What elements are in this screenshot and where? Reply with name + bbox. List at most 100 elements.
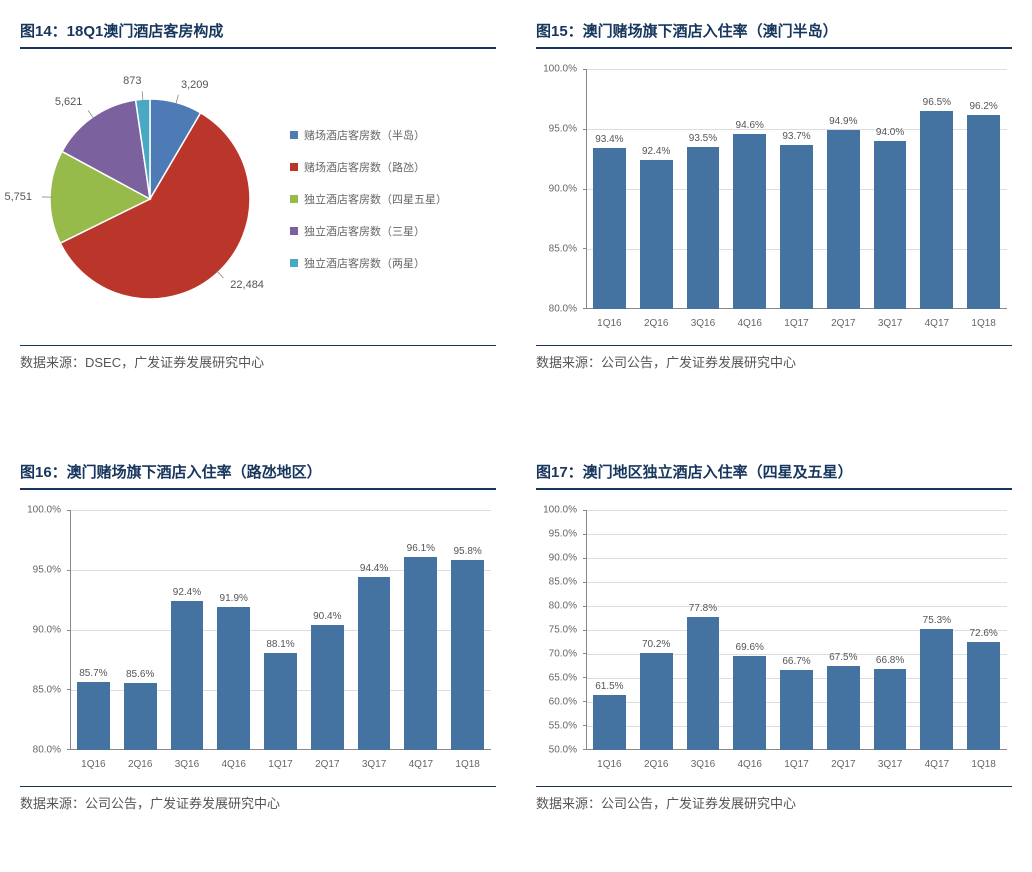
x-tick-label: 4Q17: [913, 759, 960, 770]
y-tick-label: 95.0%: [536, 529, 581, 540]
bar: 93.5%: [687, 147, 720, 309]
bar: 77.8%: [687, 617, 720, 750]
legend-label: 独立酒店客房数（三星）: [304, 223, 425, 239]
chart-grid: 图14：18Q1澳门酒店客房构成 3,20922,4845,7515,62187…: [20, 20, 1012, 812]
bar-value-label: 66.8%: [876, 655, 904, 666]
bar: 96.1%: [404, 557, 437, 750]
bar-value-label: 95.8%: [453, 546, 481, 557]
legend-swatch: [290, 131, 298, 139]
y-tick-label: 55.0%: [536, 721, 581, 732]
x-tick-label: 1Q16: [586, 318, 633, 329]
x-tick-label: 4Q16: [210, 759, 257, 770]
pie-value-label: 5,621: [55, 96, 83, 108]
bar-value-label: 75.3%: [923, 615, 951, 626]
x-tick-label: 4Q16: [726, 759, 773, 770]
x-tick-label: 2Q16: [117, 759, 164, 770]
bar-value-label: 93.4%: [595, 134, 623, 145]
bar-value-label: 96.1%: [407, 543, 435, 554]
panel-title: 图17：澳门地区独立酒店入住率（四星及五星）: [536, 461, 1012, 490]
x-tick-label: 4Q17: [397, 759, 444, 770]
y-tick-label: 95.0%: [536, 124, 581, 135]
legend-item: 独立酒店客房数（三星）: [290, 223, 447, 239]
bar-value-label: 90.4%: [313, 611, 341, 622]
x-tick-label: 1Q17: [773, 759, 820, 770]
bar-value-label: 85.6%: [126, 669, 154, 680]
x-tick-label: 1Q17: [773, 318, 820, 329]
panel-title: 图16：澳门赌场旗下酒店入住率（路氹地区）: [20, 461, 496, 490]
y-tick-label: 100.0%: [536, 64, 581, 75]
x-tick-label: 2Q17: [820, 759, 867, 770]
bar: 94.6%: [733, 134, 766, 309]
bar-value-label: 94.4%: [360, 563, 388, 574]
bar: 90.4%: [311, 625, 344, 750]
y-tick-label: 75.0%: [536, 625, 581, 636]
y-tick-label: 90.0%: [536, 553, 581, 564]
legend-swatch: [290, 259, 298, 267]
bar: 66.7%: [780, 670, 813, 750]
panel-bar2: 图16：澳门赌场旗下酒店入住率（路氹地区） 80.0% 85.0% 90.0% 95.…: [20, 461, 496, 812]
bar: 85.6%: [124, 683, 157, 750]
panel-title: 图14：18Q1澳门酒店客房构成: [20, 20, 496, 49]
legend-item: 赌场酒店客房数（半岛）: [290, 127, 447, 143]
x-tick-label: 1Q18: [960, 759, 1007, 770]
bar: 66.8%: [874, 669, 907, 750]
y-tick-label: 60.0%: [536, 697, 581, 708]
source-line: 数据来源：公司公告，广发证券发展研究中心: [536, 345, 1012, 371]
x-tick-label: 3Q16: [680, 318, 727, 329]
x-tick-label: 3Q16: [164, 759, 211, 770]
x-tick-label: 1Q17: [257, 759, 304, 770]
bar-value-label: 61.5%: [595, 681, 623, 692]
bar: 72.6%: [967, 642, 1000, 750]
bar-chart: 50.0%55.0%60.0%65.0%70.0%75.0%80.0%85.0%…: [536, 500, 1012, 780]
y-tick-label: 95.0%: [20, 565, 65, 576]
y-tick-label: 80.0%: [20, 745, 65, 756]
panel-bar1: 图15：澳门赌场旗下酒店入住率（澳门半岛） 80.0%85.0%90.0%95.…: [536, 20, 1012, 371]
bar-value-label: 85.7%: [79, 668, 107, 679]
bar-value-label: 69.6%: [736, 642, 764, 653]
legend-item: 独立酒店客房数（四星五星）: [290, 191, 447, 207]
bar-value-label: 91.9%: [220, 593, 248, 604]
bar-value-label: 94.6%: [736, 120, 764, 131]
bar-value-label: 93.5%: [689, 133, 717, 144]
bar: 91.9%: [217, 607, 250, 750]
x-tick-label: 3Q16: [680, 759, 727, 770]
y-tick-label: 90.0%: [20, 625, 65, 636]
legend-label: 赌场酒店客房数（路氹）: [304, 159, 425, 175]
legend-label: 独立酒店客房数（两星）: [304, 255, 425, 271]
bar: 93.7%: [780, 145, 813, 309]
bar: 67.5%: [827, 666, 860, 750]
bar-chart: 80.0%85.0%90.0%95.0%100.0%85.7%85.6%92.4…: [20, 500, 496, 780]
bar-value-label: 94.0%: [876, 127, 904, 138]
x-tick-label: 3Q17: [867, 759, 914, 770]
bar-value-label: 77.8%: [689, 603, 717, 614]
legend-label: 赌场酒店客房数（半岛）: [304, 127, 425, 143]
y-tick-label: 85.0%: [536, 577, 581, 588]
legend-swatch: [290, 163, 298, 171]
bar: 85.7%: [77, 682, 110, 750]
pie-value-label: 873: [123, 75, 141, 87]
y-tick-label: 85.0%: [536, 244, 581, 255]
bar-value-label: 96.5%: [923, 97, 951, 108]
bar-value-label: 66.7%: [782, 656, 810, 667]
bar-chart: 80.0%85.0%90.0%95.0%100.0%93.4%92.4%93.5…: [536, 59, 1012, 339]
legend-swatch: [290, 227, 298, 235]
bar: 95.8%: [451, 560, 484, 750]
bar-value-label: 67.5%: [829, 652, 857, 663]
y-tick-label: 50.0%: [536, 745, 581, 756]
y-tick-label: 85.0%: [20, 685, 65, 696]
panel-bar3: 图17：澳门地区独立酒店入住率（四星及五星） 50.0%55.0%60.0%65…: [536, 461, 1012, 812]
bar-value-label: 72.6%: [969, 628, 997, 639]
x-tick-label: 1Q16: [586, 759, 633, 770]
pie-graphic: 3,20922,4845,7515,621873: [40, 89, 260, 309]
x-tick-label: 1Q16: [70, 759, 117, 770]
bar-value-label: 96.2%: [969, 101, 997, 112]
bar-value-label: 70.2%: [642, 639, 670, 650]
bar-value-label: 93.7%: [782, 131, 810, 142]
x-tick-label: 2Q17: [304, 759, 351, 770]
panel-title: 图15：澳门赌场旗下酒店入住率（澳门半岛）: [536, 20, 1012, 49]
x-tick-label: 4Q16: [726, 318, 773, 329]
source-line: 数据来源：DSEC，广发证券发展研究中心: [20, 345, 496, 371]
pie-value-label: 22,484: [230, 279, 264, 291]
bar: 94.4%: [358, 577, 391, 750]
y-tick-label: 70.0%: [536, 649, 581, 660]
